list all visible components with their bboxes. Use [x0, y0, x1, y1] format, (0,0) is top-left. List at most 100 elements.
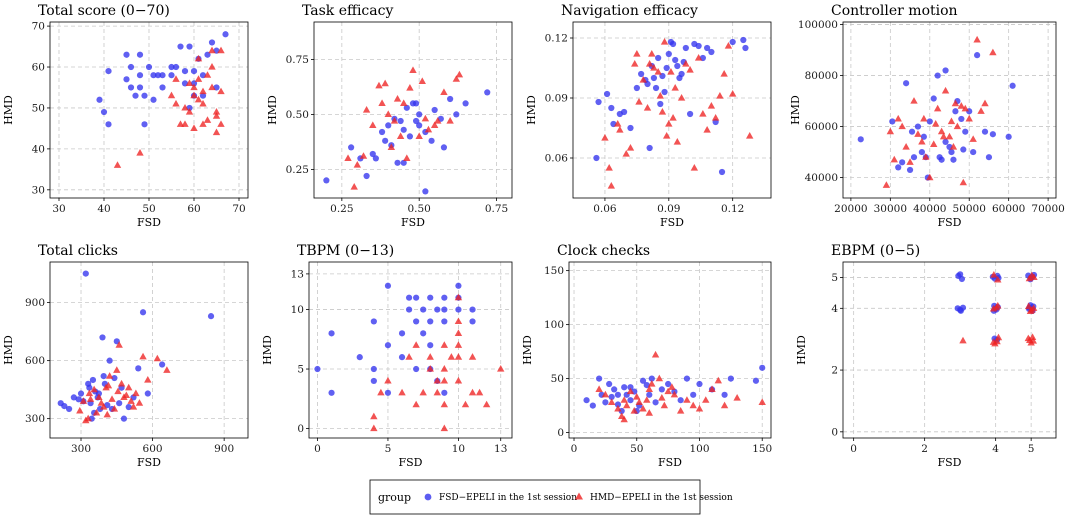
point-fsd — [372, 155, 379, 162]
point-hmd — [384, 376, 392, 384]
panel-2: 0.25 0.50 0.75 0.25 0.50 0.75 Task efficacy FSD… — [266, 3, 513, 229]
point-hmd — [714, 376, 723, 384]
point-hmd — [643, 396, 651, 403]
point-fsd — [420, 306, 427, 313]
point-hmd — [440, 88, 448, 95]
point-hmd — [440, 424, 449, 432]
y-tick-label: 0.09 — [545, 93, 568, 105]
point-fsd — [665, 50, 672, 58]
point-hmd — [212, 128, 221, 136]
point-hmd — [902, 142, 910, 150]
y-tick-label: 70 — [32, 21, 45, 33]
x-tick-label: 0.12 — [721, 203, 744, 215]
point-fsd — [394, 159, 401, 166]
point-fsd — [141, 121, 148, 128]
panel-3: 0.06 0.09 0.12 0.06 0.09 0.12 Navigation effic… — [525, 3, 772, 229]
point-hmd — [711, 114, 720, 121]
point-hmd — [728, 90, 737, 97]
point-fsd — [100, 373, 107, 380]
point-fsd — [669, 40, 677, 48]
point-fsd — [89, 376, 97, 384]
point-fsd — [938, 156, 945, 163]
point-hmd — [1029, 304, 1038, 311]
point-fsd — [434, 306, 441, 313]
y-tick-label: 5 — [831, 272, 838, 284]
point-hmd — [922, 153, 930, 160]
point-fsd — [222, 31, 229, 38]
panel-frame — [313, 21, 513, 199]
x-tick-label: 0 — [850, 443, 857, 455]
point-hmd — [991, 339, 999, 347]
point-fsd — [440, 144, 448, 151]
point-hmd — [129, 403, 138, 410]
y-tick-label: 60 — [32, 62, 45, 74]
point-hmd — [90, 385, 98, 393]
y-axis-label: HMD — [795, 335, 808, 365]
point-hmd — [85, 389, 94, 397]
point-hmd — [969, 135, 977, 142]
point-hmd — [707, 102, 716, 109]
point-hmd — [682, 60, 690, 67]
point-fsd — [970, 148, 977, 156]
point-fsd — [136, 84, 144, 91]
point-fsd — [930, 95, 937, 102]
point-hmd — [981, 99, 989, 107]
point-fsd — [608, 393, 615, 401]
point-hmd — [662, 132, 671, 139]
point-hmd — [113, 366, 121, 373]
point-fsd — [620, 108, 628, 116]
y-axis-label: HMD — [521, 335, 534, 365]
point-fsd — [127, 84, 135, 91]
point-hmd — [977, 107, 985, 114]
point-hmd — [190, 124, 198, 132]
point-hmd — [668, 383, 676, 390]
point-hmd — [695, 404, 704, 412]
point-fsd — [740, 36, 747, 44]
point-hmd — [430, 121, 439, 128]
point-fsd — [208, 39, 216, 46]
point-fsd — [985, 154, 993, 161]
panel-frame — [842, 21, 1057, 199]
panel-7: 0 50 100 150 0 50 100 150 Clock checks FSD HMD — [521, 243, 772, 469]
point-hmd — [990, 270, 998, 278]
point-fsd — [154, 72, 162, 79]
point-hmd — [104, 381, 113, 389]
point-hmd — [115, 341, 123, 348]
point-hmd — [949, 142, 958, 150]
point-hmd — [626, 387, 635, 395]
point-fsd — [602, 399, 609, 406]
point-hmd — [703, 126, 711, 133]
y-tick-label: 100 — [544, 319, 564, 331]
point-hmd — [920, 114, 928, 122]
point-hmd — [384, 110, 392, 117]
point-hmd — [127, 397, 135, 404]
y-tick-label: 100000 — [798, 19, 838, 31]
point-fsd — [646, 144, 653, 152]
point-fsd — [348, 144, 355, 151]
point-fsd — [382, 137, 389, 144]
x-tick-label: 50 — [630, 443, 643, 455]
point-hmd — [660, 38, 669, 45]
point-fsd — [139, 309, 147, 316]
point-hmd — [914, 130, 922, 137]
point-fsd — [708, 48, 715, 56]
x-tick-label: 600 — [143, 443, 163, 455]
point-hmd — [433, 388, 441, 396]
point-hmd — [669, 114, 677, 121]
x-tick-label: 300 — [71, 443, 91, 455]
x-tick-label: 30 — [52, 203, 65, 215]
legend-fsd-circle-icon — [424, 493, 432, 501]
y-tick-label: 0 — [557, 427, 564, 439]
point-hmd — [645, 409, 653, 416]
point-hmd — [359, 152, 368, 159]
x-tick-label: 100 — [689, 443, 709, 455]
point-hmd — [185, 79, 194, 86]
point-hmd — [212, 112, 221, 119]
point-fsd — [405, 306, 413, 313]
point-fsd — [453, 111, 460, 118]
point-fsd — [397, 117, 404, 125]
point-fsd — [314, 365, 321, 373]
point-fsd — [926, 118, 933, 125]
x-tick-label: 20000 — [834, 203, 867, 215]
point-fsd — [412, 117, 420, 125]
